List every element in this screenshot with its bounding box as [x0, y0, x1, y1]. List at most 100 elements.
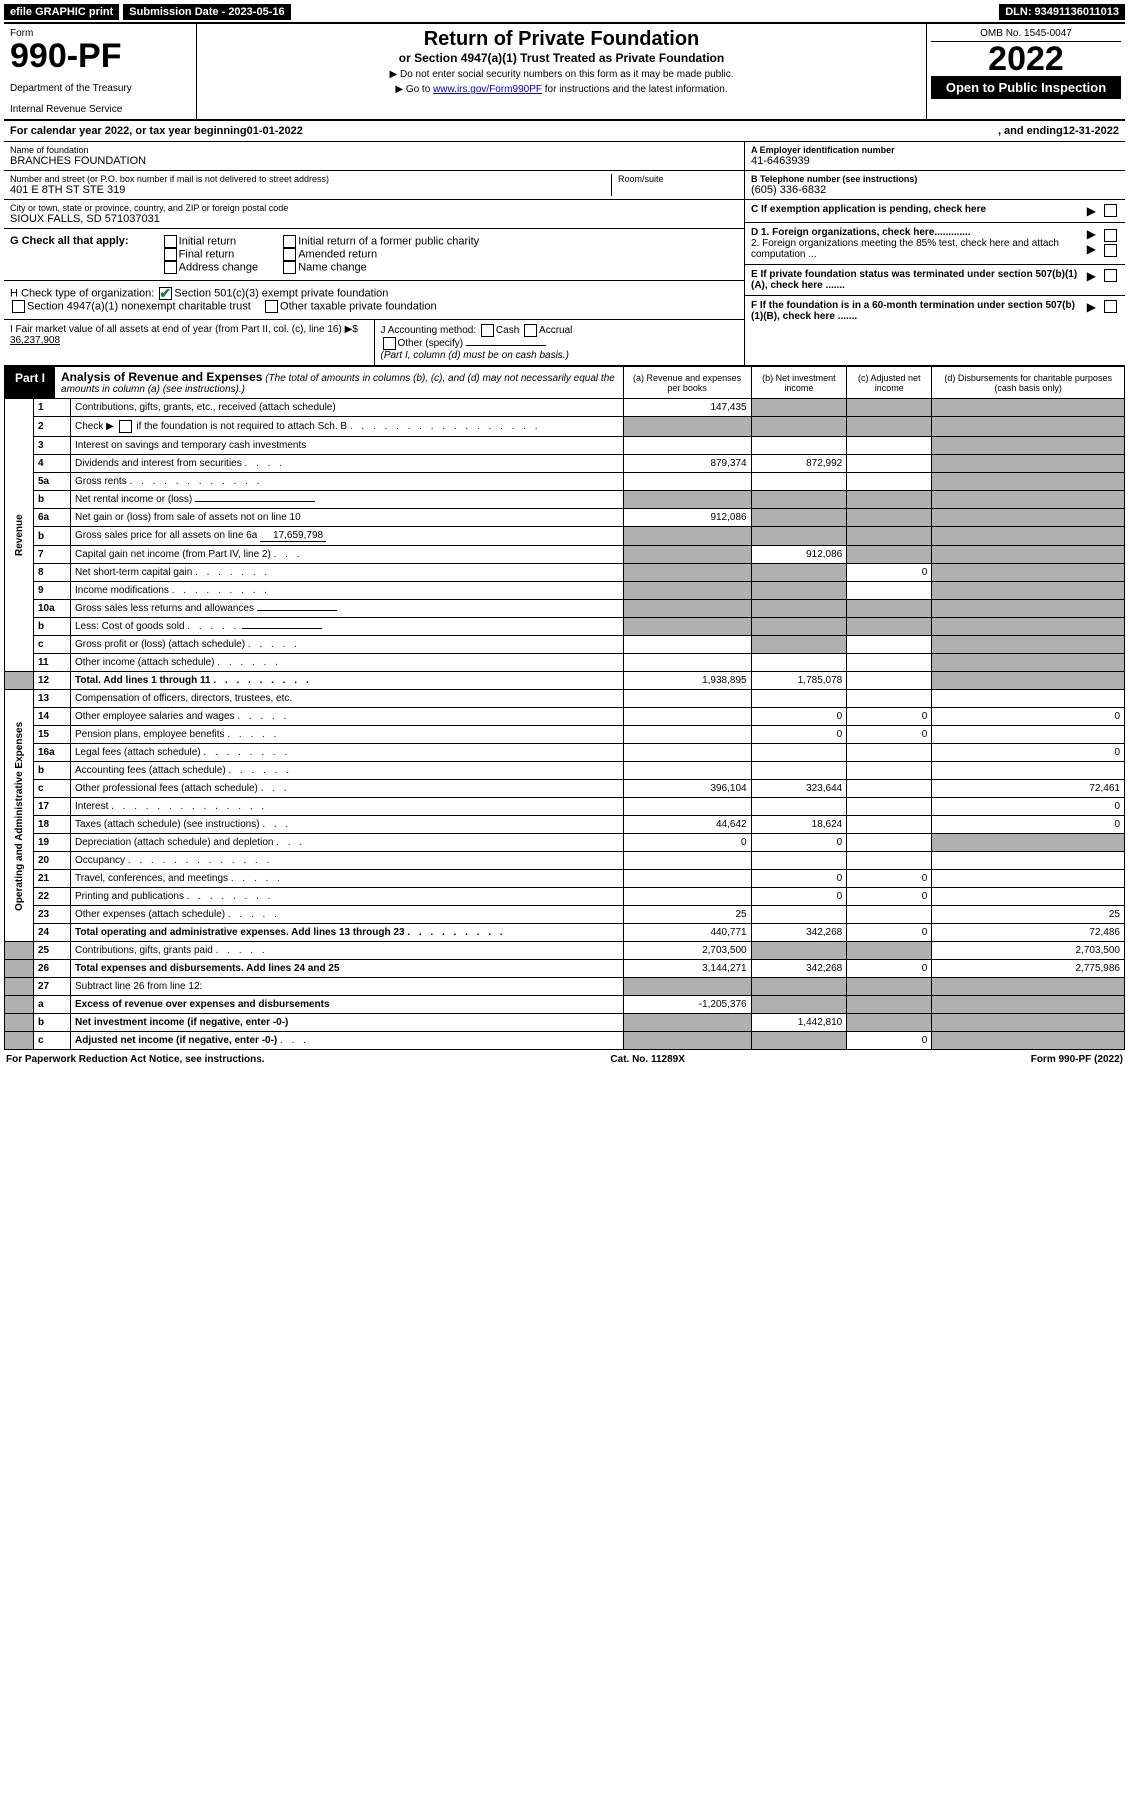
r10b-num: b	[34, 618, 71, 636]
col-d-header: (d) Disbursements for charitable purpose…	[932, 367, 1125, 399]
checkbox-address[interactable]	[164, 261, 177, 274]
r24-label: Total operating and administrative expen…	[71, 924, 624, 942]
row-4: 4 Dividends and interest from securities…	[5, 455, 1125, 473]
row-22: 22 Printing and publications . . . . . .…	[5, 888, 1125, 906]
r22-label: Printing and publications . . . . . . . …	[71, 888, 624, 906]
top-bar: efile GRAPHIC print Submission Date - 20…	[4, 4, 1125, 20]
r12-b: 1,785,078	[751, 672, 847, 690]
checkbox-e[interactable]	[1104, 269, 1117, 282]
h-label: H Check type of organization:	[10, 287, 154, 299]
form-link[interactable]: www.irs.gov/Form990PF	[433, 84, 542, 95]
r7-dots: . . .	[274, 549, 303, 560]
r11-num: 11	[34, 654, 71, 672]
r2-pre: Check ▶	[75, 421, 117, 432]
r26-b: 342,268	[751, 960, 847, 978]
e-check-cell: E If private foundation status was termi…	[745, 265, 1125, 296]
fmv-cell: I Fair market value of all assets at end…	[4, 320, 374, 365]
dept-irs: Internal Revenue Service	[10, 104, 190, 115]
col-b-header: (b) Net investment income	[751, 367, 847, 399]
row-13: Operating and Administrative Expenses 13…	[5, 690, 1125, 708]
r15-num: 15	[34, 726, 71, 744]
checkbox-final[interactable]	[164, 248, 177, 261]
checkbox-schb[interactable]	[119, 420, 132, 433]
row-20: 20 Occupancy . . . . . . . . . . . . .	[5, 852, 1125, 870]
r27a-text: Excess of revenue over expenses and disb…	[75, 999, 330, 1010]
checkbox-501c3[interactable]	[159, 287, 172, 300]
checkbox-d2[interactable]	[1104, 244, 1117, 257]
part1-title-wrap: Analysis of Revenue and Expenses (The to…	[55, 367, 623, 398]
city-value: SIOUX FALLS, SD 571037031	[10, 213, 738, 225]
r1-c-grey	[847, 399, 932, 417]
foundation-name: BRANCHES FOUNDATION	[10, 155, 738, 167]
row-12: 12 Total. Add lines 1 through 11 . . . .…	[5, 672, 1125, 690]
checkbox-c[interactable]	[1104, 204, 1117, 217]
r22-dots: . . . . . . . .	[187, 891, 274, 902]
checkbox-f[interactable]	[1104, 300, 1117, 313]
r24-b: 342,268	[751, 924, 847, 942]
r25-dots: . . . . .	[216, 945, 268, 956]
r26-a: 3,144,271	[623, 960, 751, 978]
r26-c: 0	[847, 960, 932, 978]
checkbox-d1[interactable]	[1104, 229, 1117, 242]
r14-label: Other employee salaries and wages . . . …	[71, 708, 624, 726]
checkbox-initial-former[interactable]	[283, 235, 296, 248]
checkbox-initial[interactable]	[164, 235, 177, 248]
r25-label: Contributions, gifts, grants paid . . . …	[71, 942, 624, 960]
r27c-num: c	[34, 1032, 71, 1050]
checkbox-other-method[interactable]	[383, 337, 396, 350]
room-label: Room/suite	[618, 174, 738, 184]
r8-num: 8	[34, 564, 71, 582]
c-check-cell: C If exemption application is pending, c…	[745, 200, 1125, 223]
r27c-text: Adjusted net income (if negative, enter …	[75, 1035, 277, 1046]
r25-num: 25	[34, 942, 71, 960]
r5b-num: b	[34, 491, 71, 509]
row-27: 27 Subtract line 26 from line 12:	[5, 978, 1125, 996]
checkbox-amended[interactable]	[283, 248, 296, 261]
r25-text: Contributions, gifts, grants paid	[75, 945, 213, 956]
checkbox-name-change[interactable]	[283, 261, 296, 274]
open-public-badge: Open to Public Inspection	[931, 76, 1121, 99]
r19-text: Depreciation (attach schedule) and deple…	[75, 837, 273, 848]
instr2-pre: ▶ Go to	[395, 84, 433, 95]
checkbox-cash[interactable]	[481, 324, 494, 337]
d-check-cell: D 1. Foreign organizations, check here..…	[745, 223, 1125, 265]
r16a-text: Legal fees (attach schedule)	[75, 747, 201, 758]
checkbox-accrual[interactable]	[524, 324, 537, 337]
name-label: Name of foundation	[10, 145, 738, 155]
cal-mid: , and ending	[998, 125, 1063, 137]
r22-text: Printing and publications	[75, 891, 184, 902]
page-footer: For Paperwork Reduction Act Notice, see …	[4, 1050, 1125, 1069]
d2-label: 2. Foreign organizations meeting the 85%…	[751, 238, 1059, 260]
r2-dots: . . . . . . . . . . . . . . . . .	[350, 421, 541, 432]
row-1: Revenue 1 Contributions, gifts, grants, …	[5, 399, 1125, 417]
r16c-num: c	[34, 780, 71, 798]
dept-treasury: Department of the Treasury	[10, 83, 190, 94]
checkbox-4947[interactable]	[12, 300, 25, 313]
r19-num: 19	[34, 834, 71, 852]
r5a-num: 5a	[34, 473, 71, 491]
r16a-label: Legal fees (attach schedule) . . . . . .…	[71, 744, 624, 762]
accrual-label: Accrual	[539, 325, 572, 336]
j-note: (Part I, column (d) must be on cash basi…	[381, 350, 569, 361]
r4-num: 4	[34, 455, 71, 473]
footer-cat: Cat. No. 11289X	[610, 1054, 684, 1065]
r15-dots: . . . . .	[227, 729, 279, 740]
r19-label: Depreciation (attach schedule) and deple…	[71, 834, 624, 852]
submission-date: Submission Date - 2023-05-16	[123, 4, 290, 20]
c-label: C If exemption application is pending, c…	[751, 204, 986, 215]
r21-text: Travel, conferences, and meetings	[75, 873, 228, 884]
row-6b: b Gross sales price for all assets on li…	[5, 527, 1125, 546]
j-label: J Accounting method:	[381, 325, 477, 336]
r21-c: 0	[847, 870, 932, 888]
r10c-dots: . . . . .	[248, 639, 300, 650]
f-label: F If the foundation is in a 60-month ter…	[751, 300, 1075, 322]
r7-label: Capital gain net income (from Part IV, l…	[71, 546, 624, 564]
footer-form: Form 990-PF (2022)	[1031, 1054, 1123, 1065]
other-taxable-label: Other taxable private foundation	[280, 300, 437, 312]
form-subtitle: or Section 4947(a)(1) Trust Treated as P…	[207, 51, 916, 65]
initial-return-label: Initial return	[179, 235, 236, 247]
r10b-label: Less: Cost of goods sold . . . . .	[71, 618, 624, 636]
checkbox-other-taxable[interactable]	[265, 300, 278, 313]
r5a-dots: . . . . . . . . . . . .	[129, 476, 262, 487]
row-8: 8 Net short-term capital gain . . . . . …	[5, 564, 1125, 582]
